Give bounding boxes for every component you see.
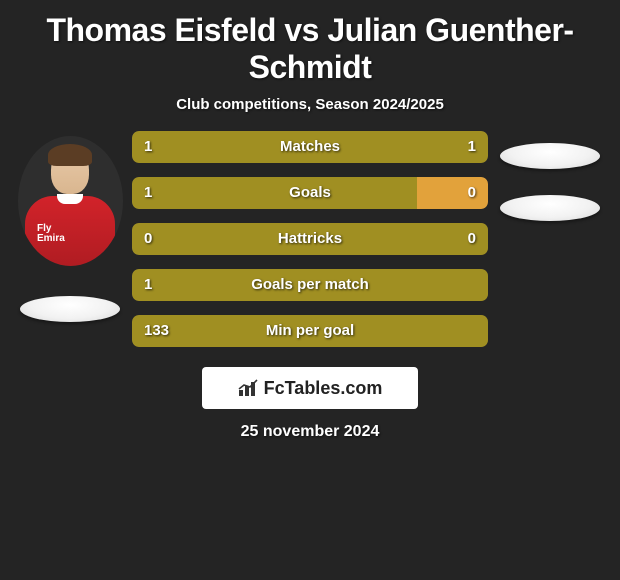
stat-label: Goals per match [132, 269, 488, 301]
stat-row: Matches1 1 [132, 131, 488, 163]
stat-row: Goals per match1 [132, 269, 488, 301]
footer-logo: FcTables.com [202, 367, 418, 409]
stat-label: Goals [132, 177, 488, 209]
stat-value-left: 133 [144, 315, 169, 347]
comparison-subtitle: Club competitions, Season 2024/2025 [0, 90, 620, 131]
bar-chart-icon [238, 379, 260, 397]
stat-row: Goals1 0 [132, 177, 488, 209]
stat-value-right: 1 [468, 131, 476, 163]
player-right-pill-2 [500, 195, 600, 221]
footer-date: 25 november 2024 [0, 423, 620, 441]
player-right-column [490, 131, 610, 221]
stat-value-left: 1 [144, 131, 152, 163]
stat-value-right: 0 [468, 223, 476, 255]
stat-bars: Matches11Goals10Hattricks00Goals per mat… [130, 131, 490, 361]
stat-value-left: 1 [144, 269, 152, 301]
stat-label: Hattricks [132, 223, 488, 255]
stat-value-left: 0 [144, 223, 152, 255]
footer-logo-text: FcTables.com [264, 378, 383, 399]
stat-label: Min per goal [132, 315, 488, 347]
jersey-sponsor: Fly Emira [37, 224, 65, 244]
stat-label: Matches [132, 131, 488, 163]
comparison-content: Fly Emira Matches11Goals10Hattricks00Goa… [0, 131, 620, 361]
stat-row: Min per goal133 [132, 315, 488, 347]
stat-row: Hattricks0 0 [132, 223, 488, 255]
stat-value-left: 1 [144, 177, 152, 209]
stat-value-right: 0 [468, 177, 476, 209]
player-left-avatar: Fly Emira [18, 136, 123, 266]
comparison-title: Thomas Eisfeld vs Julian Guenther-Schmid… [0, 0, 620, 90]
player-left-column: Fly Emira [10, 131, 130, 322]
player-right-pill-1 [500, 143, 600, 169]
player-left-name-pill [20, 296, 120, 322]
